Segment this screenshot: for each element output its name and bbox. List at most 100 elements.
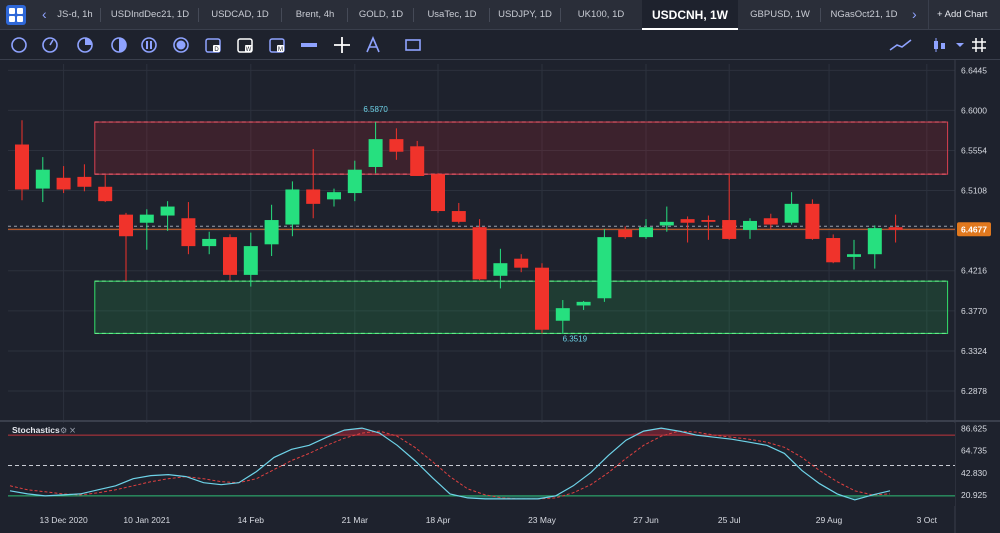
candle-body: [389, 139, 404, 152]
candle-body: [888, 227, 903, 230]
candle-body: [472, 227, 487, 280]
candle: [368, 122, 383, 174]
candle-type-icon[interactable]: [930, 36, 948, 54]
m-calendar-icon[interactable]: M: [268, 36, 286, 54]
candle: [327, 188, 341, 207]
candle: [659, 206, 674, 232]
price-chart[interactable]: 6.5870 6.3519 6.6445 6.6000 6.5554 6.5108 6.4…: [0, 60, 1000, 533]
tab-usdcnh-active[interactable]: USDCNH, 1W: [642, 0, 738, 30]
hline-tool-icon[interactable]: [300, 36, 318, 54]
candle: [160, 201, 175, 231]
filled-circle-icon[interactable]: [172, 36, 190, 54]
candle-body: [306, 189, 321, 204]
grid-menu-icon[interactable]: [6, 5, 26, 25]
settings-icon[interactable]: [951, 36, 969, 54]
pie-tool-icon[interactable]: [76, 36, 94, 54]
time-tick-label: 29 Aug: [816, 515, 843, 525]
candle-body: [431, 174, 445, 212]
candle-body: [119, 214, 133, 237]
candle: [618, 226, 633, 239]
stochastics-main-line: [9, 427, 891, 501]
tab-usdjpy[interactable]: USDJPY, 1D: [498, 9, 552, 20]
stochastics-settings-icon[interactable]: ⚙: [60, 426, 67, 435]
candle: [15, 120, 29, 201]
fib-tool-icon[interactable]: [364, 36, 382, 54]
time-tick-label: 14 Feb: [238, 515, 265, 525]
current-price-badge: [957, 222, 991, 237]
time-axis: 13 Dec 2020 10 Jan 2021 14 Feb 21 Mar 18 Apr…: [39, 515, 937, 525]
candle: [223, 234, 237, 281]
candle: [472, 219, 487, 281]
stochastics-tick-label: 64.735: [961, 446, 987, 456]
tab-js-d[interactable]: JS-d, 1h: [57, 9, 93, 20]
candle: [743, 218, 757, 239]
candle: [555, 300, 570, 334]
candle: [535, 263, 549, 334]
candle: [347, 160, 362, 202]
candle: [888, 214, 903, 243]
candle-body: [847, 254, 861, 257]
candle: [77, 164, 92, 192]
candle-body: [743, 220, 757, 230]
candle: [264, 204, 279, 257]
clock-tool-icon[interactable]: [41, 36, 59, 54]
candle-body: [35, 169, 50, 189]
candle: [243, 232, 258, 287]
tab-gold[interactable]: GOLD, 1D: [358, 9, 404, 20]
trend-tool-icon[interactable]: [888, 36, 914, 54]
time-tick-label: 13 Dec 2020: [39, 515, 87, 525]
candle: [722, 173, 737, 240]
candle-body: [202, 238, 217, 247]
add-chart-button[interactable]: + Add Chart: [928, 0, 1000, 30]
candle-body: [368, 139, 383, 167]
support-zone: [94, 280, 949, 334]
tab-usdcad[interactable]: USDCAD, 1D: [211, 9, 269, 20]
tab-usdinddec21[interactable]: USDIndDec21, 1D: [110, 9, 190, 20]
half-circle-icon[interactable]: [110, 36, 128, 54]
circle-tool-icon[interactable]: [10, 36, 28, 54]
stochastics-close-icon[interactable]: ×: [69, 426, 76, 436]
candle-body: [618, 229, 633, 238]
tab-gbpusd[interactable]: GBPUSD, 1W: [750, 9, 810, 20]
tab-ngasoct21[interactable]: NGasOct21, 1D: [830, 9, 898, 20]
candle-body: [15, 144, 29, 190]
candle-body: [597, 237, 612, 299]
candle-body: [347, 169, 362, 194]
w-calendar-icon[interactable]: W: [236, 36, 254, 54]
candle: [35, 157, 50, 203]
candle: [763, 213, 778, 230]
stochastics-signal-line: [9, 430, 891, 500]
tab-usatec[interactable]: UsaTec, 1D: [427, 9, 477, 20]
d-calendar-icon[interactable]: D: [204, 36, 222, 54]
tabs-scroll-right-icon[interactable]: ›: [912, 6, 917, 22]
price-tick-label: 6.2878: [961, 386, 987, 396]
candle-body: [514, 258, 529, 268]
candle-body: [56, 177, 71, 190]
time-tick-label: 25 Jul: [718, 515, 741, 525]
candle: [410, 140, 425, 176]
candle: [285, 181, 300, 237]
crosshair-icon[interactable]: [333, 36, 351, 54]
candle: [576, 300, 591, 310]
time-tick-label: 3 Oct: [917, 515, 938, 525]
rectangle-tool-icon[interactable]: [404, 36, 422, 54]
stochastics-bg: [8, 423, 955, 506]
svg-text:M: M: [278, 47, 283, 53]
candle: [389, 128, 404, 160]
bars-circle-icon[interactable]: [140, 36, 158, 54]
candle-body: [139, 214, 154, 223]
candle: [493, 248, 508, 289]
candle: [119, 212, 133, 282]
tabs-scroll-left-icon[interactable]: ‹: [42, 6, 47, 22]
tab-uk100[interactable]: UK100, 1D: [577, 9, 625, 20]
grid-icon[interactable]: [970, 36, 988, 54]
price-tick-label: 6.4216: [961, 266, 987, 276]
candle-body: [327, 192, 341, 200]
candle: [680, 216, 695, 243]
stochastics-tick-label: 42.830: [961, 468, 987, 478]
candle-body: [181, 218, 196, 247]
time-tick-label: 23 May: [528, 515, 557, 525]
price-tick-label: 6.3324: [961, 346, 987, 356]
drawing-toolbar: D W M: [0, 30, 1000, 60]
tab-brent[interactable]: Brent, 4h: [295, 9, 335, 20]
